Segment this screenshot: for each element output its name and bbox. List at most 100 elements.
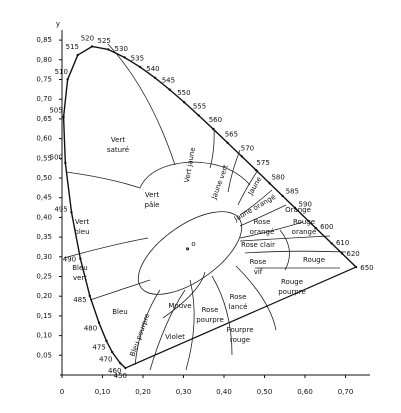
x-tick-label: 0,60 bbox=[297, 388, 313, 396]
x-tick-label: 0,50 bbox=[257, 388, 273, 396]
wavelength-label: 565 bbox=[225, 130, 238, 138]
locus-point bbox=[354, 265, 358, 269]
y-tick-label: 0,65 bbox=[36, 115, 52, 123]
region-label: pourpre bbox=[196, 316, 224, 324]
y-tick-label: 0,45 bbox=[36, 194, 52, 202]
region-label: vert bbox=[73, 274, 87, 282]
x-tick-label: 0,20 bbox=[135, 388, 151, 396]
region-label: Rose bbox=[202, 306, 219, 314]
locus-point bbox=[268, 182, 271, 185]
region-label: saturé bbox=[107, 146, 129, 154]
wavelength-label: 495 bbox=[54, 206, 67, 214]
boundary bbox=[211, 275, 233, 356]
wavelength-label: 480 bbox=[84, 324, 97, 332]
x-tick-label: 0,10 bbox=[95, 388, 111, 396]
boundary bbox=[209, 127, 215, 169]
boundary bbox=[63, 237, 149, 259]
y-tick-label: 0,50 bbox=[36, 174, 52, 182]
wavelength-label: 600 bbox=[320, 223, 333, 231]
boundary bbox=[235, 265, 277, 331]
locus-point bbox=[64, 161, 67, 165]
purple-line bbox=[125, 266, 357, 369]
locus-point bbox=[330, 242, 333, 245]
wavelength-label: 610 bbox=[336, 239, 349, 247]
wavelength-label: 570 bbox=[241, 145, 254, 153]
white-point bbox=[186, 247, 190, 251]
boundary bbox=[239, 189, 273, 216]
wavelength-label: 515 bbox=[66, 43, 79, 51]
locus-point bbox=[90, 45, 94, 48]
wavelength-label: 460 bbox=[108, 367, 121, 375]
wavelength-label: 575 bbox=[256, 159, 269, 167]
boundary bbox=[237, 169, 259, 206]
locus-point bbox=[62, 115, 65, 119]
region-label: Rouge bbox=[281, 278, 303, 286]
locus-point bbox=[97, 321, 101, 324]
region-label: Rose bbox=[250, 258, 267, 266]
locus-point bbox=[111, 351, 114, 354]
boundary bbox=[139, 161, 251, 189]
y-tick-label: 0,05 bbox=[36, 351, 52, 359]
region-label: Pourpre bbox=[226, 326, 253, 334]
region-label: Mouve bbox=[168, 302, 191, 310]
wavelength-label: 475 bbox=[92, 344, 105, 352]
boundary bbox=[107, 43, 176, 166]
region-label: vif bbox=[254, 268, 263, 276]
boundary bbox=[185, 279, 195, 371]
y-axis-label: y bbox=[56, 20, 60, 28]
wavelength-label: 555 bbox=[193, 102, 206, 110]
region-label: lancé bbox=[229, 303, 248, 311]
locus-point bbox=[76, 53, 79, 57]
wavelength-label: 620 bbox=[346, 250, 359, 258]
region-label: Vert bbox=[145, 191, 159, 199]
x-tick-label: 0,40 bbox=[216, 388, 232, 396]
boundary bbox=[149, 289, 186, 371]
boundary bbox=[134, 289, 161, 366]
boundary bbox=[89, 279, 151, 301]
locus-point bbox=[226, 141, 229, 144]
y-tick-label: 0,85 bbox=[36, 36, 52, 44]
wavelength-label: 450 bbox=[114, 372, 127, 380]
y-tick-label: 0,10 bbox=[36, 332, 52, 340]
y-tick-label: 0,75 bbox=[36, 76, 52, 84]
wavelength-label: 485 bbox=[73, 296, 86, 304]
locus-point bbox=[211, 127, 215, 131]
locus-point bbox=[107, 48, 110, 51]
wavelength-label: 525 bbox=[97, 37, 110, 45]
region-label: orangé bbox=[250, 228, 275, 236]
white-point-label: o bbox=[191, 240, 195, 248]
y-tick-label: 0,60 bbox=[36, 135, 52, 143]
region-label: Rose clair bbox=[241, 241, 275, 249]
boundary bbox=[239, 235, 331, 242]
wavelength-label: 590 bbox=[299, 201, 312, 209]
wavelength-label: 535 bbox=[131, 54, 144, 62]
y-tick-label: 0,55 bbox=[36, 154, 52, 162]
wavelength-label: 510 bbox=[55, 68, 68, 76]
locus-point bbox=[293, 206, 297, 210]
wavelength-label: 490 bbox=[63, 256, 76, 264]
region-label: Vert bbox=[111, 136, 125, 144]
locus-point bbox=[340, 252, 344, 255]
wavelength-label: 500 bbox=[50, 154, 63, 162]
wavelength-label: 580 bbox=[271, 174, 284, 182]
wavelength-label: 540 bbox=[146, 65, 159, 73]
y-tick-label: 0,25 bbox=[36, 273, 52, 281]
y-tick-label: 0,35 bbox=[36, 233, 52, 241]
locus-point bbox=[314, 227, 318, 230]
region-label: Bleu bbox=[72, 264, 88, 272]
region-label: Violet bbox=[165, 333, 185, 341]
y-tick-label: 0,80 bbox=[36, 56, 52, 64]
region-boundaries bbox=[63, 43, 347, 371]
wavelength-label: 530 bbox=[115, 45, 128, 53]
y-tick-label: 0,40 bbox=[36, 213, 52, 221]
y-tick-label: 0,20 bbox=[36, 292, 52, 300]
y-tick-label: 0,15 bbox=[36, 312, 52, 320]
region-label: Vert bbox=[75, 218, 89, 226]
locus-point bbox=[119, 362, 122, 365]
locus-point bbox=[168, 88, 171, 91]
boundary bbox=[244, 250, 347, 254]
region-label: pourpre bbox=[278, 288, 306, 296]
